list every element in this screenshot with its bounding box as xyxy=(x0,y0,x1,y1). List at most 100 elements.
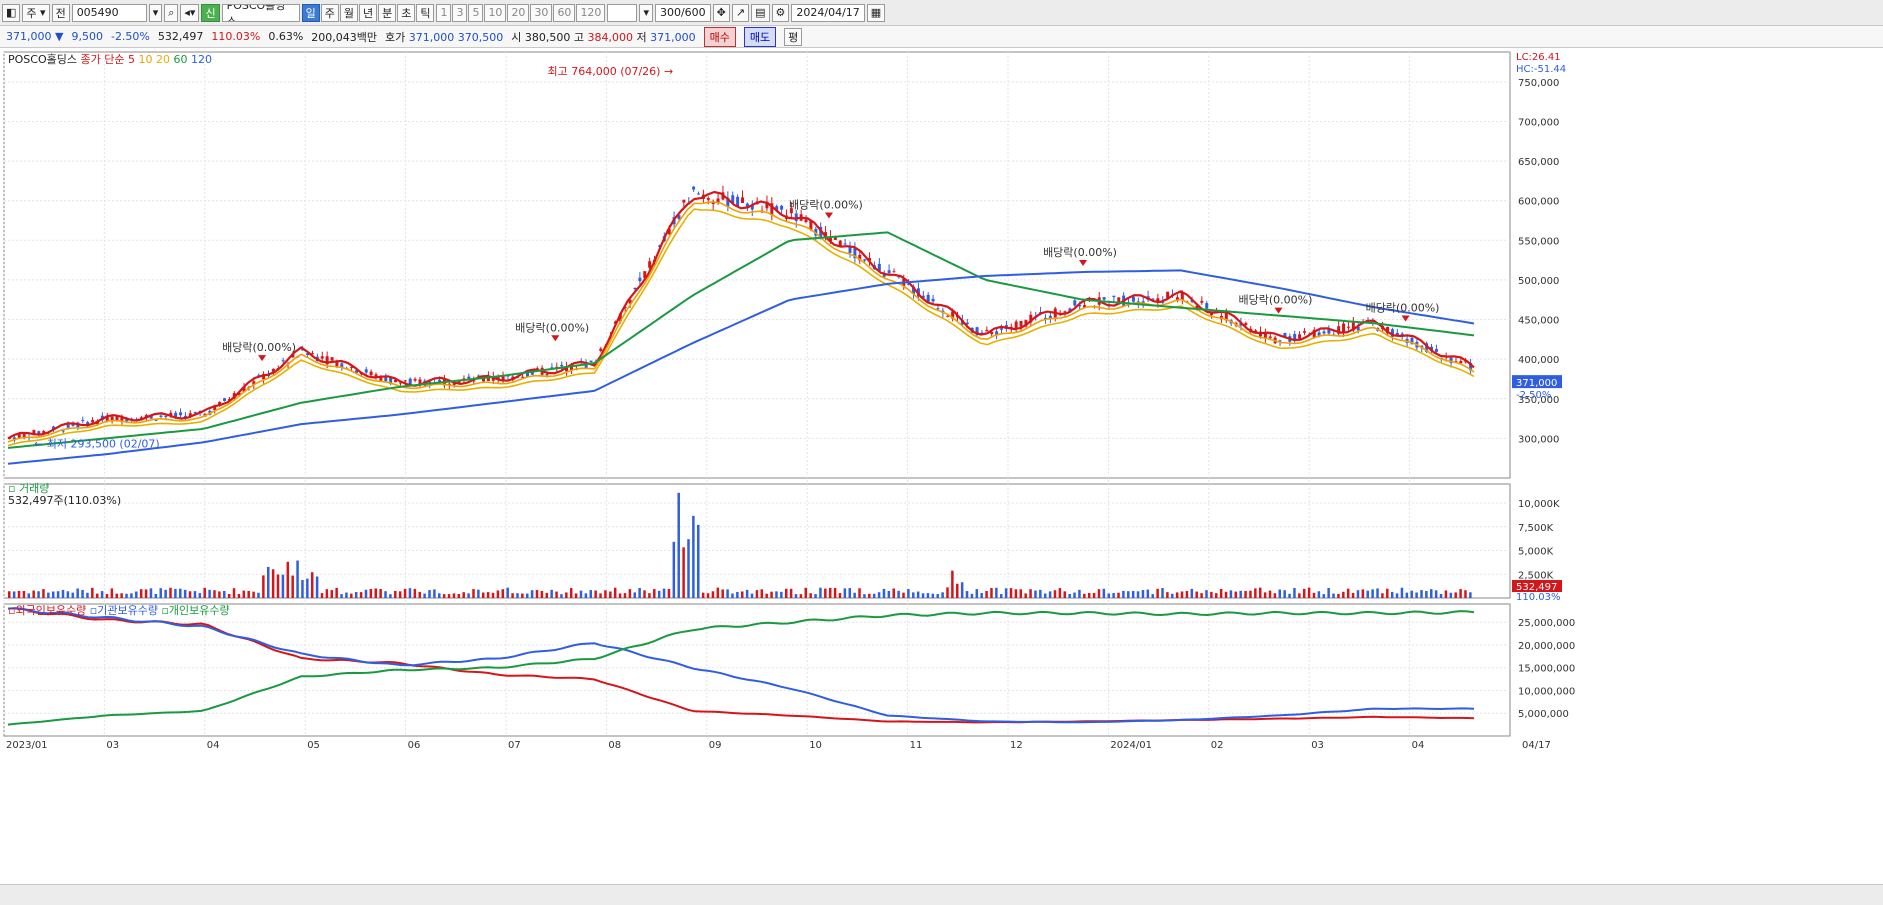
dividend-marker-3 xyxy=(1079,260,1088,267)
minute-option-5[interactable]: 30 xyxy=(530,3,553,22)
volume-bar-26 xyxy=(135,591,138,598)
type-select[interactable]: 주 ▾ xyxy=(22,3,50,22)
candle-body-209 xyxy=(1029,314,1033,323)
volume-bar-124 xyxy=(613,587,617,598)
volume-bar-229 xyxy=(1127,591,1130,598)
open-label: 시 xyxy=(511,30,522,44)
volume-bar-46 xyxy=(232,588,236,598)
ask-label: 호가 xyxy=(385,30,406,44)
count-field[interactable]: 300/600 xyxy=(654,3,711,22)
candle-body-268 xyxy=(1317,332,1321,336)
candle-body-175 xyxy=(863,259,867,261)
market-badge: 신 xyxy=(201,3,220,22)
price-value: 371,000 xyxy=(6,30,52,43)
minute-dropdown-icon[interactable]: ▾ xyxy=(639,3,653,22)
candle-body-127 xyxy=(628,299,632,304)
chart-area[interactable]: 2023/01 03 04 05 06 07 08 09 10 11 12 2024/01 02 03 04… xyxy=(0,48,1883,884)
period-tab-2[interactable]: 월 xyxy=(339,3,358,22)
minute-option-6[interactable]: 60 xyxy=(553,3,576,22)
ma120-line xyxy=(7,269,1475,465)
minute-option-4[interactable]: 20 xyxy=(507,3,530,22)
volume-bar-201 xyxy=(990,588,993,598)
volume-bar-231 xyxy=(1136,591,1140,598)
volume-bar-152 xyxy=(750,593,754,598)
volume-bar-208 xyxy=(1024,593,1027,598)
save-icon[interactable]: ▤ xyxy=(751,3,770,22)
minute-option-0[interactable]: 1 xyxy=(436,3,452,22)
candle-body-196 xyxy=(965,322,969,325)
candle-body-297 xyxy=(1459,361,1463,364)
minute-option-2[interactable]: 5 xyxy=(468,3,484,22)
period-tab-5[interactable]: 초 xyxy=(397,3,416,22)
eval-button[interactable]: 평 xyxy=(784,27,803,46)
period-tab-1[interactable]: 주 xyxy=(320,3,339,22)
line-icon[interactable]: ↗ xyxy=(731,3,750,22)
date-field[interactable]: 2024/04/17 xyxy=(791,3,865,22)
minute-option-3[interactable]: 10 xyxy=(484,3,507,22)
sell-button[interactable]: 매도 xyxy=(743,26,777,47)
volume-bar-136 xyxy=(672,541,676,598)
volume-bar-257 xyxy=(1263,592,1267,598)
minute-option-7[interactable]: 120 xyxy=(576,3,606,22)
volume-bar-189 xyxy=(931,593,935,598)
ma-period-5: 5 xyxy=(128,53,139,66)
volume-bar-32 xyxy=(164,589,167,598)
sound-icon[interactable]: ◂▾ xyxy=(180,3,200,22)
settings-icon[interactable]: ⚙ xyxy=(771,3,790,22)
code-input[interactable]: 005490 xyxy=(71,3,147,22)
volume-bar-224 xyxy=(1102,588,1106,598)
volume-bar-25 xyxy=(130,593,133,598)
volume-bar-232 xyxy=(1141,590,1145,598)
count-value: 300 xyxy=(659,6,681,19)
dividend-label-1: 배당락(0.00%) xyxy=(515,321,589,334)
volume-bar-207 xyxy=(1019,589,1023,598)
search-icon[interactable]: ⌕ xyxy=(164,3,179,22)
volume-bar-254 xyxy=(1249,590,1252,598)
volume-bar-49 xyxy=(247,590,250,598)
candle-body-208 xyxy=(1024,320,1028,327)
x-label-6: 08 xyxy=(608,740,621,751)
candle-body-234 xyxy=(1151,298,1155,300)
bottom-scrollbar[interactable] xyxy=(0,884,1883,905)
code-dropdown-icon[interactable]: ▾ xyxy=(148,3,163,22)
volume-bar-255 xyxy=(1254,588,1257,598)
minute-option-1[interactable]: 3 xyxy=(452,3,468,22)
high-label: 고 xyxy=(573,30,585,44)
x-label-9: 11 xyxy=(910,740,923,751)
volume-bar-268 xyxy=(1317,591,1321,598)
period-tab-4[interactable]: 분 xyxy=(378,3,397,22)
volume-bar-97 xyxy=(482,592,485,598)
volume-bar-222 xyxy=(1092,592,1096,598)
candle-body-267 xyxy=(1312,329,1316,338)
candle-body-173 xyxy=(853,247,857,259)
minute-input[interactable] xyxy=(607,3,638,22)
market-select[interactable]: 전 xyxy=(51,3,70,22)
volume-bar-3 xyxy=(22,590,26,598)
volume-bar-241 xyxy=(1185,590,1189,598)
stock-name-field[interactable]: POSCO홀딩스 xyxy=(221,3,300,22)
volume-bar-214 xyxy=(1053,590,1057,598)
volume-bar-295 xyxy=(1449,592,1453,598)
buy-button[interactable]: 매수 xyxy=(703,26,736,47)
code-value: 005490 xyxy=(76,6,119,19)
candle-body-17 xyxy=(91,420,95,423)
period-tab-0[interactable]: 일 xyxy=(301,3,320,22)
menu-icon[interactable]: ◧ xyxy=(2,3,21,22)
volume-bar-272 xyxy=(1337,593,1340,598)
calendar-icon[interactable]: ▦ xyxy=(866,3,886,22)
volume-bar-227 xyxy=(1117,592,1120,598)
period-tab-6[interactable]: 틱 xyxy=(416,3,435,22)
hold-tick-4: 5,000,000 xyxy=(1518,709,1569,720)
price-change: 9,500 xyxy=(71,30,103,43)
crosshair-icon[interactable]: ✥ xyxy=(712,3,730,22)
volume-bar-243 xyxy=(1195,591,1198,598)
period-tab-3[interactable]: 년 xyxy=(358,3,378,22)
volume-bar-10 xyxy=(56,591,60,598)
candle-body-20 xyxy=(105,416,109,422)
trade-amount: 200,043백만 xyxy=(311,30,378,44)
candle-body-141 xyxy=(697,193,701,195)
minute-options: 1 3 5 10 20 30 60 120 xyxy=(436,3,606,22)
volume-bar-27 xyxy=(139,589,143,598)
volume-bar-202 xyxy=(995,587,998,598)
bid-value: 370,500 xyxy=(457,30,504,44)
